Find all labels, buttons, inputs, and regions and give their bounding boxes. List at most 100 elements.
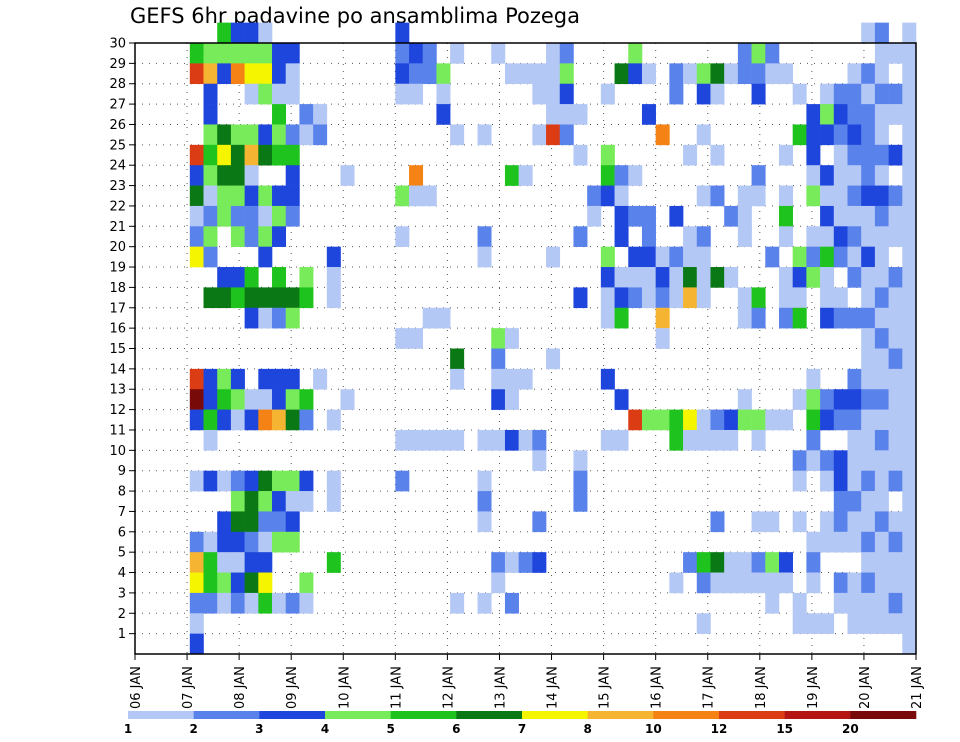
heatmap-cell	[737, 63, 752, 85]
heatmap-cell	[765, 592, 780, 614]
heatmap-cell	[244, 226, 259, 247]
heatmap-cell	[258, 226, 273, 247]
heatmap-cell	[189, 389, 204, 410]
heatmap-cell	[737, 185, 752, 207]
heatmap-cell	[861, 205, 876, 227]
heatmap-cell	[326, 409, 341, 431]
heatmap-cell	[504, 552, 519, 573]
heatmap-cell	[217, 572, 232, 594]
heatmap-cell	[710, 144, 725, 166]
heatmap-cell	[436, 63, 451, 85]
heatmap-cell	[820, 287, 835, 309]
heatmap-cell	[600, 165, 615, 186]
heatmap-cell	[696, 613, 711, 634]
heatmap-cell	[751, 83, 766, 105]
heatmap-cell	[189, 633, 204, 655]
heatmap-cell	[326, 267, 341, 288]
y-tick-label: 9	[118, 464, 126, 479]
heatmap-cell	[313, 104, 328, 125]
heatmap-cell	[737, 43, 752, 64]
heatmap-cell	[272, 226, 287, 247]
heatmap-cell	[778, 287, 793, 309]
y-tick-label: 1	[118, 627, 126, 642]
heatmap-cell	[272, 531, 287, 553]
heatmap-cell	[820, 267, 835, 288]
heatmap-cell	[861, 531, 876, 553]
heatmap-cell	[230, 470, 245, 492]
heatmap-cell	[189, 63, 204, 85]
y-tick-label: 19	[109, 261, 126, 276]
heatmap-cell	[751, 307, 766, 329]
heatmap-cell	[902, 613, 917, 634]
legend-swatch	[128, 711, 194, 719]
heatmap-cell	[450, 348, 465, 370]
heatmap-cell	[628, 246, 643, 268]
x-tick-label: 20 JAN	[858, 666, 873, 709]
heatmap-cell	[683, 409, 698, 431]
heatmap-cell	[395, 43, 410, 64]
heatmap-cell	[710, 63, 725, 85]
heatmap-cell	[792, 267, 807, 288]
heatmap-cell	[751, 511, 766, 533]
heatmap-cell	[833, 491, 848, 512]
heatmap-cell	[806, 368, 821, 390]
heatmap-cell	[737, 307, 752, 329]
heatmap-cell	[491, 328, 506, 349]
heatmap-cell	[765, 409, 780, 431]
heatmap-cell	[587, 205, 602, 227]
heatmap-cell	[874, 124, 889, 146]
heatmap-cell	[874, 83, 889, 105]
heatmap-cell	[861, 144, 876, 166]
heatmap-cell	[696, 185, 711, 207]
heatmap-cell	[847, 124, 862, 146]
heatmap-cell	[724, 409, 739, 431]
heatmap-cell	[614, 185, 629, 207]
heatmap-cell	[806, 226, 821, 247]
heatmap-cell	[724, 429, 739, 451]
heatmap-cell	[559, 104, 574, 125]
heatmap-cell	[230, 22, 245, 44]
x-tick-label: 19 JAN	[806, 666, 821, 709]
heatmap-cell	[217, 531, 232, 553]
heatmap-cell	[395, 470, 410, 492]
heatmap-cell	[833, 531, 848, 553]
heatmap-cell	[641, 205, 656, 227]
y-tick-label: 25	[109, 138, 126, 153]
heatmap-cell	[504, 592, 519, 614]
heatmap-cell	[888, 409, 903, 431]
heatmap-cell	[559, 124, 574, 146]
heatmap-cell	[272, 104, 287, 125]
heatmap-cell	[833, 389, 848, 410]
heatmap-cell	[395, 429, 410, 451]
heatmap-cell	[902, 307, 917, 329]
heatmap-cell	[847, 511, 862, 533]
heatmap-cell	[628, 267, 643, 288]
heatmap-cell	[628, 63, 643, 85]
heatmap-cell	[737, 552, 752, 573]
heatmap-cell	[888, 287, 903, 309]
heatmap-cell	[806, 613, 821, 634]
heatmap-cell	[655, 287, 670, 309]
heatmap-cell	[737, 287, 752, 309]
heatmap-cell	[888, 226, 903, 247]
heatmap-cell	[874, 226, 889, 247]
heatmap-cell	[477, 226, 492, 247]
heatmap-cell	[573, 226, 588, 247]
heatmap-cell	[491, 348, 506, 370]
heatmap-cell	[778, 409, 793, 431]
heatmap-cell	[203, 144, 218, 166]
heatmap-cell	[874, 287, 889, 309]
heatmap-cell	[230, 165, 245, 186]
heatmap-cell	[847, 450, 862, 471]
heatmap-cell	[696, 63, 711, 85]
heatmap-cell	[628, 165, 643, 186]
heatmap-cell	[217, 205, 232, 227]
heatmap-cell	[874, 491, 889, 512]
heatmap-cell	[299, 409, 314, 431]
heatmap-cell	[217, 287, 232, 309]
heatmap-cell	[217, 511, 232, 533]
heatmap-cell	[504, 429, 519, 451]
heatmap-cell	[244, 531, 259, 553]
heatmap-cell	[450, 368, 465, 390]
heatmap-cell	[806, 429, 821, 451]
